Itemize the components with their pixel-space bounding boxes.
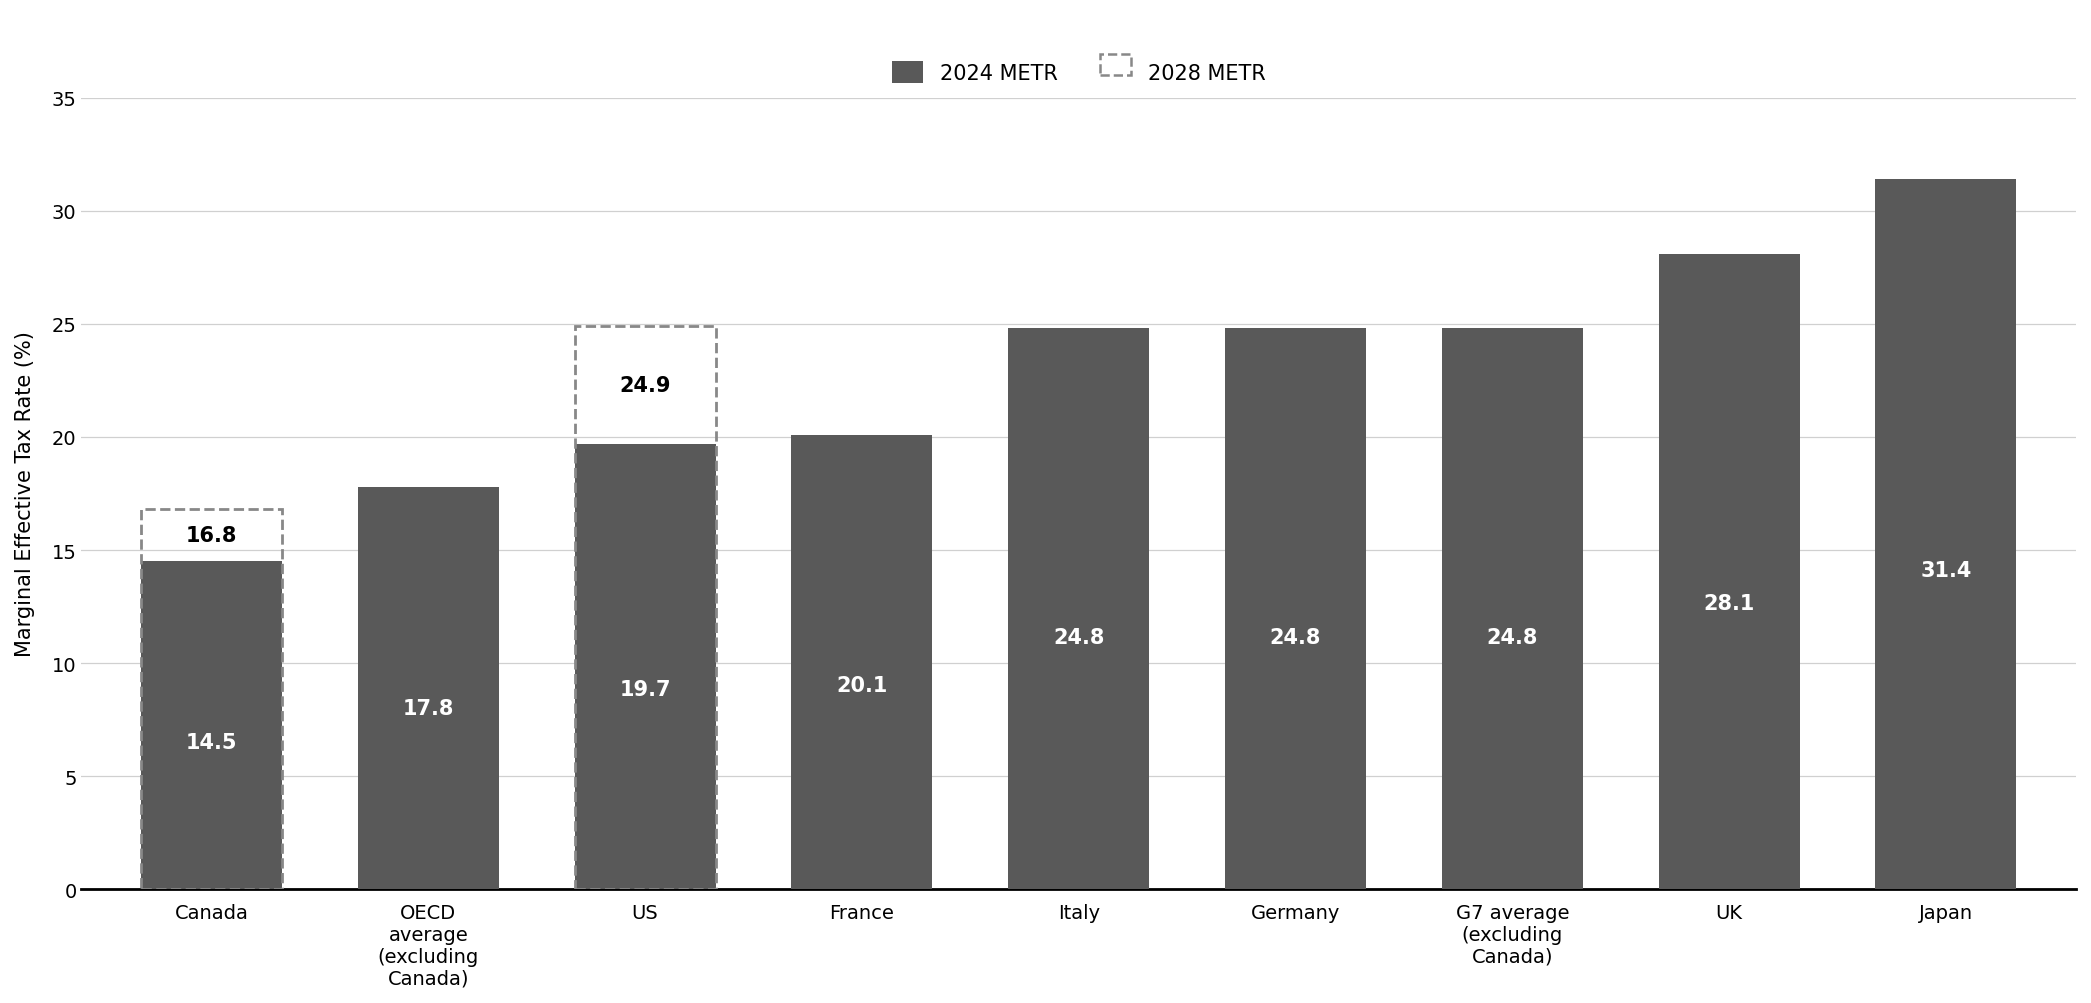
Text: 17.8: 17.8 [404,698,454,718]
Bar [575,444,715,890]
Text: 28.1: 28.1 [1704,594,1754,614]
Text: 24.8: 24.8 [1269,627,1322,647]
Bar [140,562,282,890]
Text: 20.1: 20.1 [836,675,887,695]
Bar [140,510,282,890]
Text: 31.4: 31.4 [1920,560,1972,580]
Bar [1225,329,1365,890]
Text: 14.5: 14.5 [186,732,236,752]
Text: 24.8: 24.8 [1487,627,1539,647]
Bar [1008,329,1150,890]
Text: 19.7: 19.7 [619,679,671,699]
Text: 24.9: 24.9 [619,375,671,395]
Text: 24.8: 24.8 [1054,627,1104,647]
Bar [1658,255,1800,890]
Bar [575,327,715,890]
Bar [1876,181,2016,890]
Text: 16.8: 16.8 [186,526,236,546]
Y-axis label: Marginal Effective Tax Rate (%): Marginal Effective Tax Rate (%) [15,331,36,657]
Bar [790,435,933,890]
Legend: 2024 METR, 2028 METR: 2024 METR, 2028 METR [884,54,1273,92]
Bar [358,487,500,890]
Bar [1443,329,1583,890]
